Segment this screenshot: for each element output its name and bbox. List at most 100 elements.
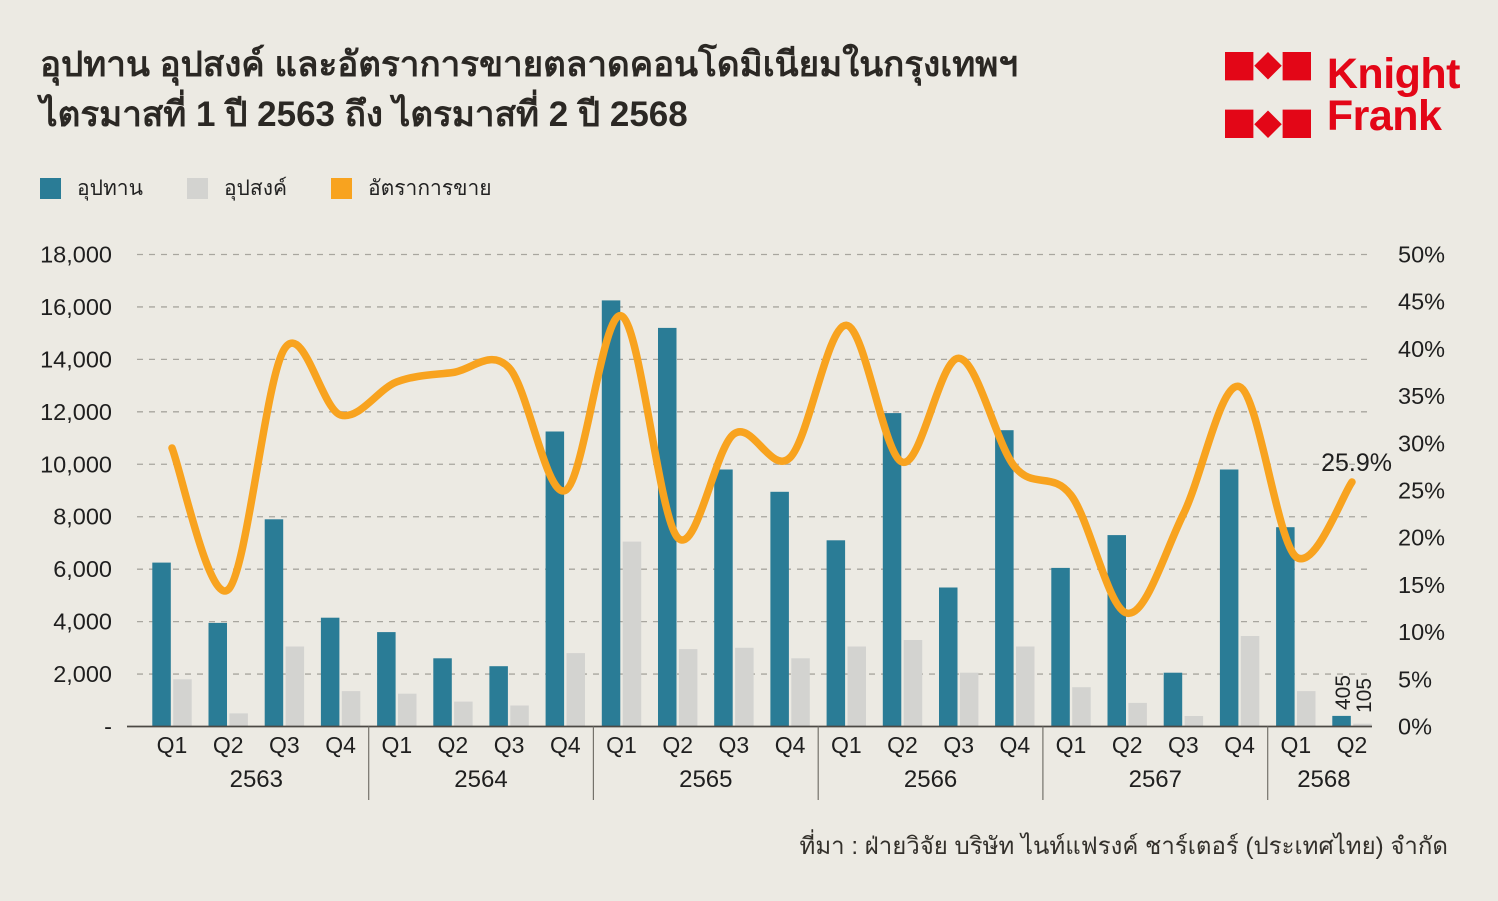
y-left-tick-label: 18,000 [40,242,112,268]
demand-bar [1353,723,1372,727]
quarter-label: Q3 [269,732,300,758]
supply-swatch-icon [40,178,61,199]
y-left-tick-label: 4,000 [53,609,112,635]
supply-bar [882,413,902,727]
logo-word-knight: Knight [1326,49,1461,98]
logo-mark-shapes [1224,52,1311,138]
supply-bar [264,519,284,727]
y-right-tick-label: 45% [1398,289,1445,315]
sales-rate-line [168,312,1356,617]
quarter-label: Q2 [438,732,469,758]
last-demand-value-label: 105 [1353,678,1376,713]
y-right-tick-label: 10% [1398,619,1445,645]
quarter-label: Q2 [1112,732,1143,758]
quarter-label: Q1 [1280,732,1311,758]
y-axis-left-labels: 18,000 16,000 14,000 12,000 10,000 8,000 6,000… [40,242,112,740]
year-label: 2568 [1297,766,1350,793]
y-left-tick-label: 2,000 [53,661,112,687]
year-separators [368,726,1269,800]
quarter-label: Q2 [662,732,693,758]
quarter-label: Q1 [381,732,412,758]
y-right-tick-label: 30% [1398,430,1445,456]
year-label: 2565 [679,766,732,793]
logo-word-frank: Frank [1326,92,1442,140]
y-right-tick-label: 0% [1398,714,1432,740]
demand-bar [398,693,417,727]
quarter-label: Q2 [887,732,918,758]
quarter-label: Q4 [325,732,356,758]
quarter-label: Q4 [550,732,581,758]
demand-bar [1072,687,1091,727]
legend-item-supply: อุปทาน [40,172,143,205]
y-left-tick-label: 6,000 [53,556,112,582]
supply-bar [1276,527,1295,727]
demand-bar [791,658,810,727]
y-left-tick-label: - [104,714,112,740]
quarter-label: Q1 [157,732,188,758]
demand-bar [622,541,642,727]
demand-bar [1184,716,1204,727]
legend-label-supply: อุปทาน [77,177,143,200]
year-label: 2567 [1129,766,1182,793]
y-right-tick-label: 50% [1398,242,1445,268]
demand-bar [1016,646,1035,727]
quarter-label: Q3 [1168,732,1199,758]
knight-frank-mark-icon [1224,52,1311,138]
quarter-label: Q3 [943,732,974,758]
demand-bar [1240,636,1260,727]
quarter-label: Q2 [213,732,244,758]
supply-bar [320,617,340,727]
supply-bar [377,632,396,727]
y-right-tick-label: 15% [1398,572,1445,598]
line-end-value-label: 25.9% [1321,449,1392,477]
logo-wordmark: Knight Frank [1326,49,1461,140]
y-axis-right-labels: 50% 45% 40% 35% 30% 25% 20% 15% 10% 5% 0% [1398,242,1445,740]
supply-bar [1163,672,1183,727]
quarter-label: Q3 [494,732,525,758]
supply-bar [995,430,1014,727]
demand-bar [1128,702,1147,727]
year-label: 2564 [454,766,507,793]
quarter-label: Q2 [1337,732,1368,758]
demand-bar [566,653,585,727]
chart-legend: อุปทาน อุปสงค์ อัตราการขาย [40,172,492,205]
y-left-tick-label: 12,000 [40,399,112,425]
supply-bar [208,622,227,727]
supply-bars [152,300,1351,727]
gridlines [137,253,1372,675]
demand-bar [1297,691,1316,727]
quarter-label: Q1 [1056,732,1087,758]
source-note: ที่มา : ฝ่ายวิจัย บริษัท ไนท์แฟรงค์ ชาร์… [799,833,1448,860]
demand-bar [341,691,361,727]
legend-label-demand: อุปสงค์ [223,177,287,200]
legend-label-sales-rate: อัตราการขาย [368,177,492,200]
y-right-tick-label: 40% [1398,336,1445,362]
x-axis-labels: Q1 Q2 Q3 Q4 2563 Q1 Q2 Q3 Q4 2564 Q1 Q2 Q3 Q4 2565 Q1 Q2… [157,732,1368,793]
supply-bar [601,300,621,727]
demand-bar [847,646,866,727]
demand-bar [510,705,529,727]
legend-item-demand: อุปสงค์ [186,172,287,205]
supply-bar [939,587,958,727]
y-left-tick-label: 8,000 [53,504,112,530]
quarter-label: Q1 [831,732,862,758]
supply-bar [489,666,508,727]
supply-bar [433,658,452,727]
supply-bar [770,491,789,727]
supply-bar [152,562,171,727]
supply-bar [1107,535,1126,727]
title-line-2: ไตรมาสที่ 1 ปี 2563 ถึง ไตรมาสที่ 2 ปี 2… [40,94,688,134]
year-label: 2566 [904,766,957,793]
y-left-tick-label: 16,000 [40,294,112,320]
quarter-label: Q4 [775,732,806,758]
quarter-label: Q4 [999,732,1030,758]
y-left-tick-label: 10,000 [40,451,112,477]
demand-bar [903,640,923,727]
year-label: 2563 [230,766,283,793]
quarter-label: Q1 [606,732,637,758]
supply-bar [545,431,565,727]
y-right-tick-label: 35% [1398,383,1445,409]
sales-rate-swatch-icon [331,178,352,199]
